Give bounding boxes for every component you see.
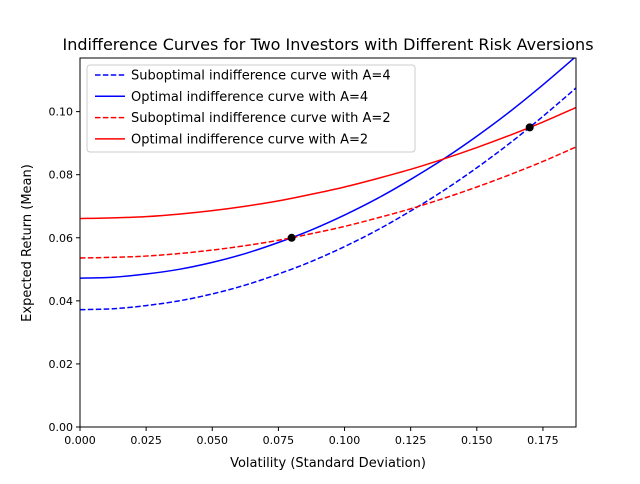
legend-label: Optimal indifference curve with A=4	[131, 90, 368, 105]
y-tick-label: 0.02	[49, 358, 74, 371]
series-line-3	[80, 106, 576, 220]
x-tick-label: 0.050	[197, 434, 229, 447]
y-tick-label: 0.06	[49, 232, 74, 245]
x-tick-label: 0.025	[130, 434, 162, 447]
x-tick-label: 0.175	[527, 434, 559, 447]
legend: Suboptimal indifference curve with A=4 Op…	[86, 64, 416, 153]
legend-label: Suboptimal indifference curve with A=4	[131, 69, 391, 84]
series-line-1	[80, 58, 576, 279]
x-axis-label: Volatility (Standard Deviation)	[230, 456, 426, 471]
y-tick-label: 0.08	[49, 169, 74, 182]
chart-title: Indifference Curves for Two Investors wi…	[62, 35, 593, 54]
x-tick-label: 0.075	[263, 434, 295, 447]
legend-label: Optimal indifference curve with A=2	[131, 132, 368, 147]
legend-label: Suboptimal indifference curve with A=2	[131, 111, 391, 126]
optimal-point	[287, 233, 296, 242]
series-line-0	[80, 87, 576, 311]
x-tick-label: 0.125	[395, 434, 427, 447]
points	[287, 123, 534, 242]
y-tick-label: 0.10	[49, 106, 74, 119]
series-line-2	[80, 146, 576, 259]
plot-frame	[79, 57, 577, 428]
y-tick-label: 0.00	[49, 421, 74, 434]
x-axis: 0.000 0.025 0.050 0.075 0.100 0.125 0.150 0.175	[64, 427, 559, 447]
curves	[80, 58, 576, 311]
x-tick-label: 0.150	[461, 434, 493, 447]
x-tick-label: 0.000	[64, 434, 96, 447]
y-tick-label: 0.04	[49, 295, 74, 308]
x-tick-label: 0.100	[329, 434, 361, 447]
y-axis: 0.00 0.02 0.04 0.06 0.08 0.10	[49, 106, 80, 434]
y-axis-label: Expected Return (Mean)	[20, 164, 35, 322]
optimal-point	[525, 123, 534, 132]
